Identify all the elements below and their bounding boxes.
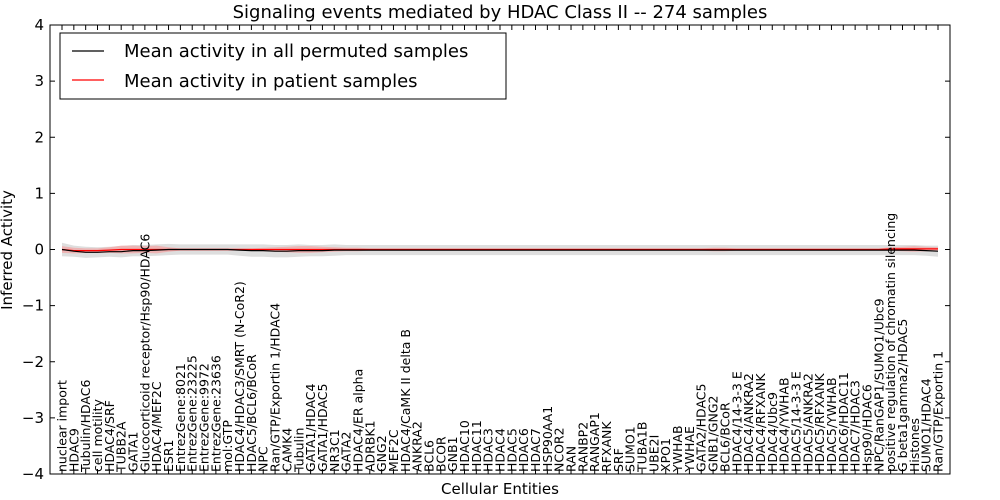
x-tick-label: HDAC4/SRF xyxy=(102,400,117,472)
x-tick-label: GNB1/GNG2 xyxy=(706,396,721,472)
x-tick-label: Ran/GTP/Exportin 1/HDAC4 xyxy=(268,303,283,472)
x-tick-label: HDAC3 xyxy=(481,428,496,472)
x-tick-label: ESR1 xyxy=(161,440,176,472)
x-tick-label: NPC xyxy=(256,446,271,472)
y-tick-label: −2 xyxy=(22,353,44,371)
x-tick-label: cell motility xyxy=(90,398,105,472)
x-tick-label: HDAC4 xyxy=(493,428,508,472)
x-tick-label: HDAC5/RFXANK xyxy=(812,373,827,472)
y-tick-label: 4 xyxy=(34,16,44,34)
x-tick-label: BCL6 xyxy=(422,440,437,472)
x-tick-label: HDAC11 xyxy=(469,420,484,472)
x-tick-label: NR3C1 xyxy=(327,429,342,472)
legend-label-patient: Mean activity in patient samples xyxy=(124,71,418,92)
x-tick-label: GATA2 xyxy=(339,432,354,472)
x-tick-label: GATA2/HDAC5 xyxy=(694,384,709,472)
x-tick-label: XPO1 xyxy=(658,438,673,472)
x-tick-label: SUMO1/HDAC4 xyxy=(919,378,934,472)
x-tick-label: HDAC7 xyxy=(528,428,543,472)
legend-label-permuted: Mean activity in all permuted samples xyxy=(124,41,468,62)
y-tick-label: 3 xyxy=(34,72,44,90)
x-tick-label: Ran/GTP/Exportin 1 xyxy=(931,351,946,472)
y-tick-label: −1 xyxy=(22,297,44,315)
x-tick-label: mol:GTP xyxy=(220,420,235,472)
x-tick-label: HDAC4/Ubc9 xyxy=(765,392,780,472)
x-tick-label: EntrezGene:23225 xyxy=(185,355,200,472)
x-tick-label: CAMK4 xyxy=(279,428,294,472)
x-tick-label: ANKRA2 xyxy=(410,421,425,472)
x-tick-label: RANBP2 xyxy=(575,422,590,472)
x-tick-label: GATA1/HDAC4 xyxy=(303,383,318,472)
x-axis-label: Cellular Entities xyxy=(441,480,559,498)
x-tick-label: ADRBK1 xyxy=(362,420,377,472)
x-tick-label: GATA1/HDAC5 xyxy=(315,384,330,472)
x-tick-label: EntrezGene:23636 xyxy=(208,355,223,472)
y-tick-label: −4 xyxy=(22,465,44,483)
x-tick-label: RAN xyxy=(564,446,579,472)
x-tick-label: Tubulin/HDAC6 xyxy=(78,380,93,473)
x-tick-label: Glucocorticoid receptor/Hsp90/HDAC6 xyxy=(137,234,152,472)
x-tick-label: HDAC4/ER alpha xyxy=(350,369,365,472)
plot-frame xyxy=(49,24,951,475)
x-tick-label: TUBB2A xyxy=(114,421,129,473)
x-tick-label: HDAC4/YWHAB xyxy=(777,377,792,472)
x-tick-label: BCOR xyxy=(433,436,448,472)
chart-title: Signaling events mediated by HDAC Class … xyxy=(233,2,768,23)
x-tick-label: SUMO1 xyxy=(623,426,638,472)
y-tick-label: 2 xyxy=(34,128,44,146)
x-axis-ticks xyxy=(61,25,939,474)
x-tick-label: HDAC4/RFXANK xyxy=(753,373,768,472)
x-tick-label: HDAC5 xyxy=(504,428,519,472)
x-tick-label: HDAC4/14-3-3 E xyxy=(729,371,744,472)
x-tick-label: GATA1 xyxy=(126,432,141,472)
x-tick-label: nuclear import xyxy=(55,380,70,472)
x-tick-label: EntrezGene:9972 xyxy=(197,363,212,472)
x-tick-label: YWHAE xyxy=(682,426,697,473)
x-tick-label: HDAC10 xyxy=(457,420,472,472)
permuted-mean-line xyxy=(61,248,939,253)
x-tick-label: HDAC4/MEF2C xyxy=(149,381,164,472)
x-tick-label: HDAC4/ANKRA2 xyxy=(741,373,756,472)
x-tick-label: TUBA1B xyxy=(635,422,650,473)
x-tick-label: Tubulin xyxy=(291,428,306,473)
x-tick-label: HDAC7/HDAC3 xyxy=(848,380,863,472)
legend-box xyxy=(59,32,507,100)
x-tick-label: SRF xyxy=(611,448,626,472)
x-tick-label: positive regulation of chromatin silenci… xyxy=(883,213,898,472)
y-axis-label: Inferred Activity xyxy=(0,190,16,310)
x-tick-label: GNG2 xyxy=(374,435,389,472)
x-tick-label: NCOR2 xyxy=(552,427,567,472)
x-tick-label: HDAC6 xyxy=(516,428,531,472)
y-tick-label: 1 xyxy=(34,184,44,202)
x-tick-label: HDAC6/HDAC11 xyxy=(836,372,851,472)
x-tick-label: Hsp90/HDAC6 xyxy=(860,384,875,472)
x-tick-label: G beta1gamma2/HDAC5 xyxy=(895,319,910,472)
x-tick-label: HDAC9 xyxy=(66,428,81,472)
x-tick-label: HDAC4/HDAC3/SMRT (N-CoR2) xyxy=(232,281,247,472)
x-tick-label: HDAC5/14-3-3 E xyxy=(788,371,803,472)
x-tick-label: HSP90AA1 xyxy=(540,406,555,472)
legend: Mean activity in all permuted samples Me… xyxy=(59,32,507,100)
x-tick-label: GNB1 xyxy=(445,436,460,472)
x-tick-label: RANGAP1 xyxy=(587,412,602,472)
x-tick-label: MEF2C xyxy=(386,429,401,472)
x-tick-label: HDAC5/YWHAB xyxy=(824,377,839,472)
x-tick-label: EntrezGene:8021 xyxy=(173,363,188,472)
y-tick-label: −3 xyxy=(22,409,44,427)
x-tick-label: UBE2I xyxy=(646,435,661,472)
x-tick-label: NPC/RanGAP1/SUMO1/Ubc9 xyxy=(871,298,886,472)
y-tick-label: 0 xyxy=(34,241,44,259)
x-tick-label: HDAC5/BCL6/BCoR xyxy=(244,354,259,472)
x-tick-label: YWHAB xyxy=(670,425,685,473)
x-tick-label: BCL6/BCoR xyxy=(717,402,732,472)
x-tick-label: Histones xyxy=(907,418,922,472)
x-tick-label: HDAC5/ANKRA2 xyxy=(800,373,815,472)
x-tick-label: HDAC4/CaMK II delta B xyxy=(398,329,413,472)
x-tick-label: RFXANK xyxy=(599,421,614,472)
series-lines xyxy=(61,248,939,253)
